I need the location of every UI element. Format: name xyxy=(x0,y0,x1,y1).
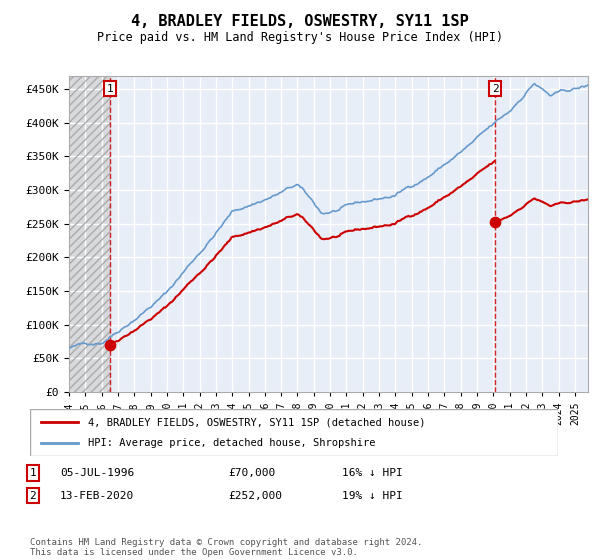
Text: 1: 1 xyxy=(29,468,37,478)
Text: 16% ↓ HPI: 16% ↓ HPI xyxy=(342,468,403,478)
Point xyxy=(105,340,115,349)
Text: 1: 1 xyxy=(107,83,113,94)
Text: 4, BRADLEY FIELDS, OSWESTRY, SY11 1SP: 4, BRADLEY FIELDS, OSWESTRY, SY11 1SP xyxy=(131,14,469,29)
Text: 2: 2 xyxy=(29,491,37,501)
Point xyxy=(490,218,500,227)
Text: £252,000: £252,000 xyxy=(228,491,282,501)
Text: 19% ↓ HPI: 19% ↓ HPI xyxy=(342,491,403,501)
Text: £70,000: £70,000 xyxy=(228,468,275,478)
Text: 2: 2 xyxy=(492,83,499,94)
Bar xyxy=(69,76,110,392)
Bar xyxy=(69,76,110,392)
Text: Contains HM Land Registry data © Crown copyright and database right 2024.
This d: Contains HM Land Registry data © Crown c… xyxy=(30,538,422,557)
Text: HPI: Average price, detached house, Shropshire: HPI: Average price, detached house, Shro… xyxy=(88,438,376,448)
Text: 13-FEB-2020: 13-FEB-2020 xyxy=(60,491,134,501)
Text: Price paid vs. HM Land Registry's House Price Index (HPI): Price paid vs. HM Land Registry's House … xyxy=(97,31,503,44)
Text: 4, BRADLEY FIELDS, OSWESTRY, SY11 1SP (detached house): 4, BRADLEY FIELDS, OSWESTRY, SY11 1SP (d… xyxy=(88,417,425,427)
Text: 05-JUL-1996: 05-JUL-1996 xyxy=(60,468,134,478)
